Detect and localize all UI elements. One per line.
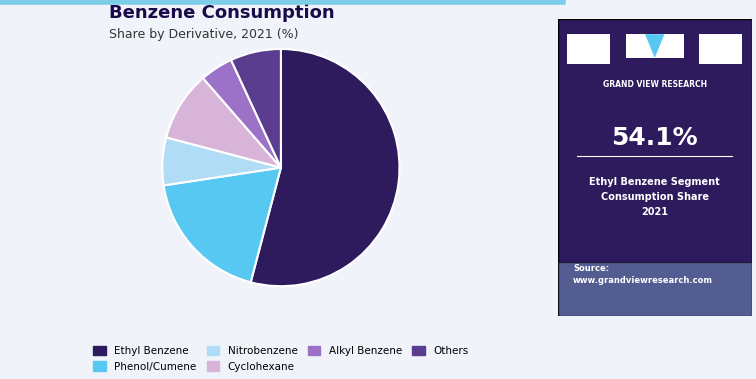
Text: Source:
www.grandviewresearch.com: Source: www.grandviewresearch.com — [573, 263, 713, 285]
Text: Share by Derivative, 2021 (%): Share by Derivative, 2021 (%) — [109, 28, 299, 41]
Text: Ethyl Benzene Segment
Consumption Share
2021: Ethyl Benzene Segment Consumption Share … — [590, 177, 720, 217]
Polygon shape — [645, 34, 665, 58]
FancyBboxPatch shape — [558, 19, 751, 316]
Wedge shape — [251, 49, 399, 286]
Wedge shape — [163, 137, 281, 185]
Bar — [567, 34, 610, 64]
Text: GRAND VIEW RESEARCH: GRAND VIEW RESEARCH — [603, 80, 707, 89]
Wedge shape — [203, 60, 281, 168]
Wedge shape — [163, 168, 281, 282]
Text: 54.1%: 54.1% — [612, 126, 698, 150]
Bar — [626, 34, 684, 58]
FancyBboxPatch shape — [558, 263, 751, 316]
Text: Benzene Consumption: Benzene Consumption — [109, 4, 335, 22]
Legend: Ethyl Benzene, Phenol/Cumene, Nitrobenzene, Cyclohexane, Alkyl Benzene, Others: Ethyl Benzene, Phenol/Cumene, Nitrobenze… — [89, 342, 472, 376]
Wedge shape — [166, 78, 281, 168]
Bar — [699, 34, 742, 64]
Wedge shape — [231, 49, 281, 168]
